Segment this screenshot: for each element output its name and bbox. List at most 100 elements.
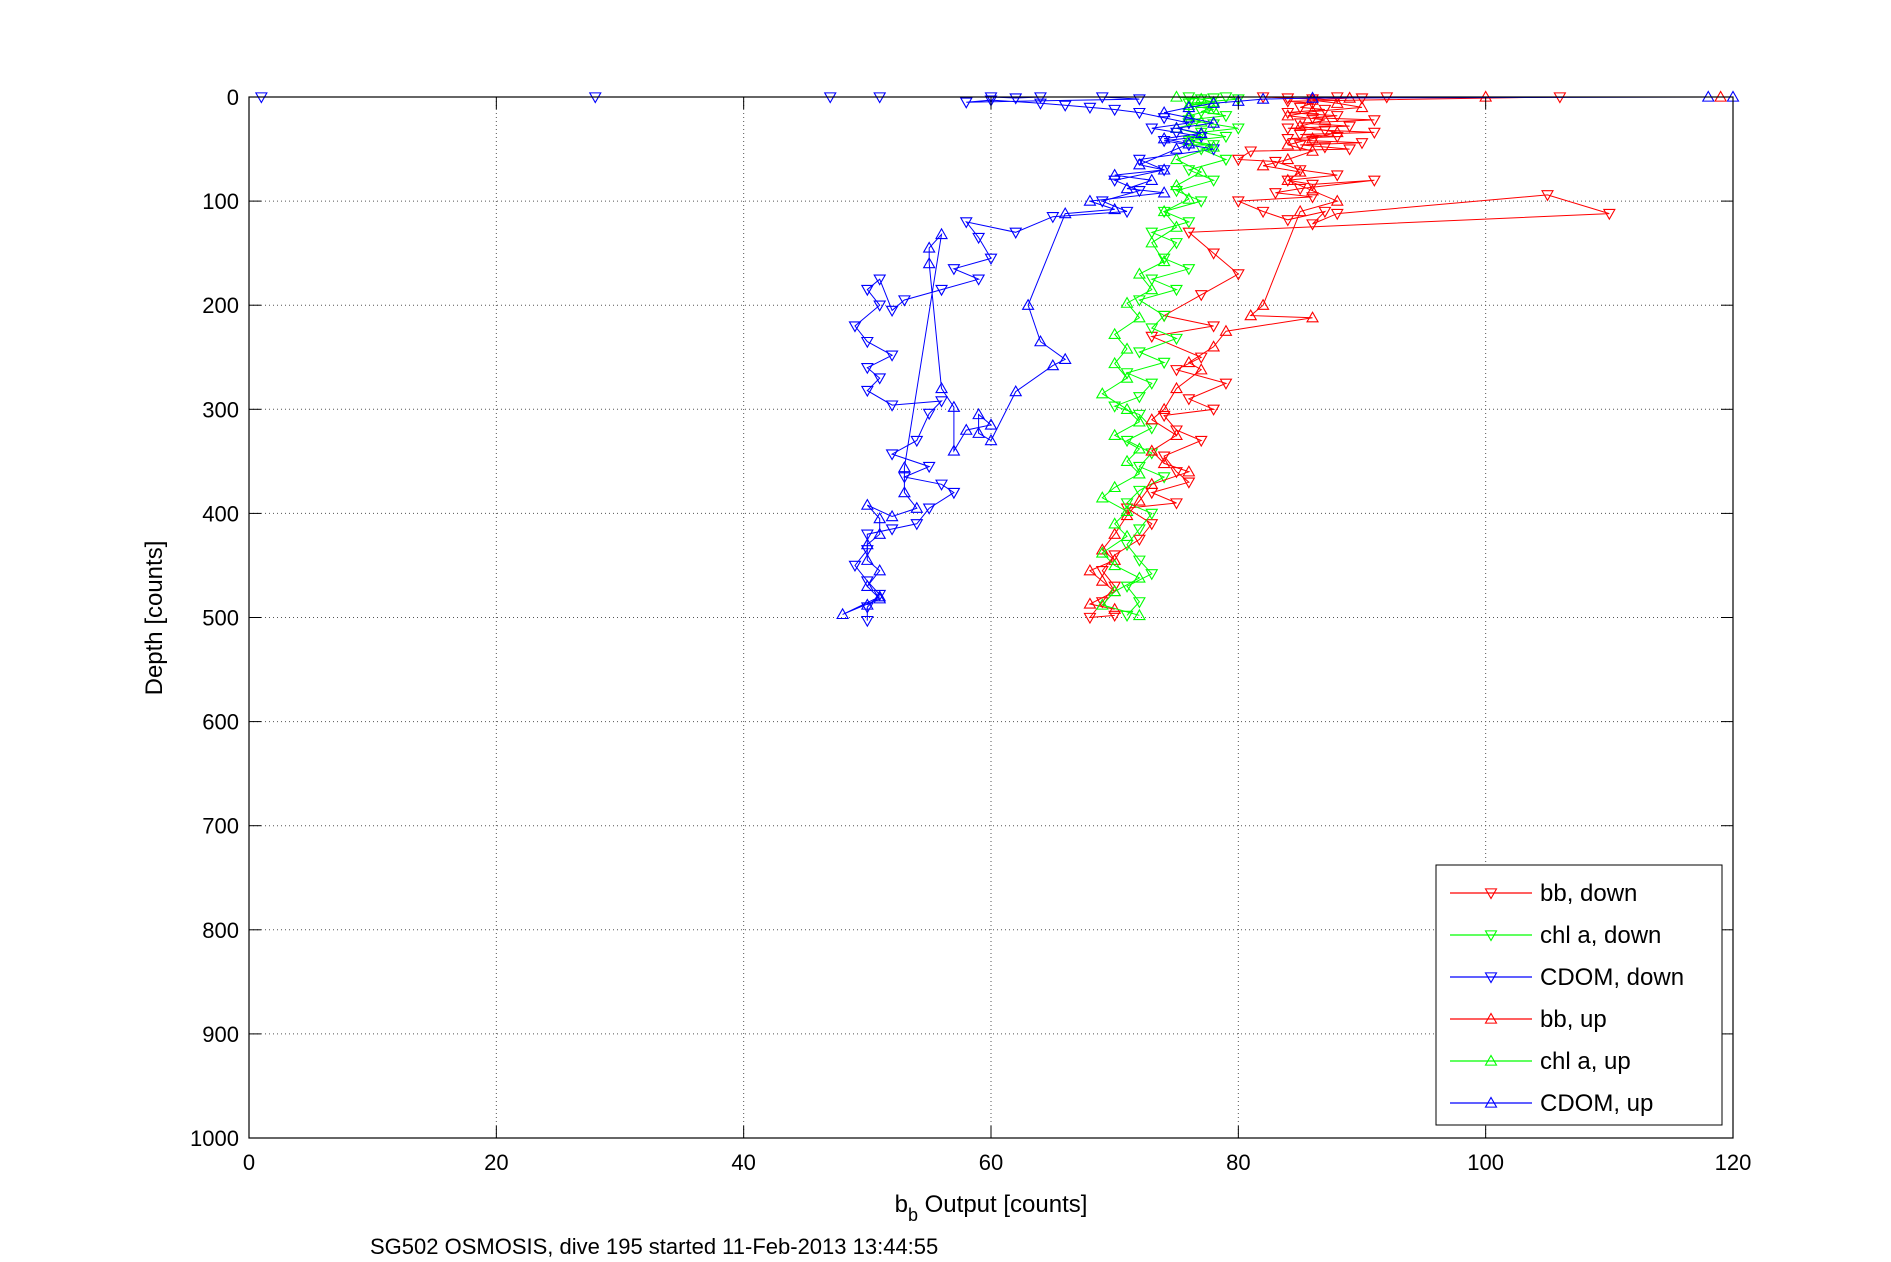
data-point	[1231, 196, 1245, 208]
data-point	[959, 423, 973, 435]
data-point	[922, 408, 936, 421]
data-point	[1095, 387, 1109, 399]
data-point	[1120, 581, 1134, 593]
data-point	[1108, 175, 1122, 187]
legend-marker	[1484, 1096, 1498, 1108]
data-point	[1095, 196, 1109, 208]
data-point	[1108, 327, 1122, 340]
data-point	[1330, 96, 1344, 108]
data-point	[1120, 503, 1134, 515]
data-point	[972, 426, 986, 438]
data-point	[1095, 491, 1109, 503]
data-point	[935, 227, 948, 240]
data-point	[1145, 123, 1159, 135]
data-point	[1182, 109, 1196, 121]
y-tick-label: 300	[202, 397, 239, 422]
y-axis-label: Depth [counts]	[141, 541, 168, 696]
data-point	[972, 232, 986, 245]
data-point	[1108, 581, 1122, 593]
data-point	[1281, 138, 1295, 150]
data-point	[1095, 543, 1109, 555]
data-point	[1219, 131, 1233, 144]
data-point	[1157, 456, 1171, 469]
data-point	[860, 576, 874, 588]
data-point	[1145, 477, 1159, 489]
data-point	[1132, 392, 1146, 404]
data-point	[1034, 98, 1047, 110]
data-point	[885, 449, 899, 461]
data-point	[1157, 204, 1171, 217]
data-point	[885, 350, 899, 362]
data-point	[1367, 175, 1381, 187]
data-point	[1701, 90, 1715, 102]
data-point	[873, 373, 887, 385]
y-tick-label: 0	[227, 85, 239, 110]
data-point	[860, 498, 874, 510]
data-point	[1132, 347, 1146, 359]
data-point	[1207, 175, 1221, 187]
data-point	[1343, 144, 1357, 156]
legend-label: bb, down	[1540, 880, 1637, 907]
data-point	[1207, 340, 1221, 352]
data-point	[1182, 137, 1196, 149]
series-line	[1088, 96, 1721, 610]
data-point	[1132, 94, 1146, 106]
data-point	[922, 256, 936, 269]
data-point	[1207, 404, 1221, 416]
data-point	[1219, 154, 1233, 167]
data-point	[922, 461, 936, 474]
data-point	[860, 385, 874, 398]
data-point	[860, 579, 874, 591]
legend-marker	[1484, 1054, 1498, 1066]
data-point	[1306, 144, 1319, 156]
data-point	[947, 264, 961, 276]
data-point	[1293, 119, 1307, 131]
data-point	[885, 400, 899, 412]
data-point	[897, 485, 911, 498]
x-tick-label: 0	[243, 1150, 255, 1175]
data-point	[1182, 465, 1196, 477]
data-point	[1714, 90, 1728, 102]
data-point	[1194, 126, 1208, 139]
data-point	[1170, 238, 1183, 250]
data-point	[1145, 378, 1159, 390]
data-point	[1132, 461, 1146, 474]
data-point	[1157, 310, 1171, 323]
data-point	[1207, 144, 1221, 156]
data-point	[848, 321, 862, 333]
data-point	[1182, 477, 1196, 489]
data-point	[588, 92, 602, 104]
data-point	[1306, 219, 1319, 231]
data-point	[1182, 134, 1196, 146]
data-point	[1207, 248, 1221, 260]
data-point	[885, 509, 899, 522]
data-point	[1095, 565, 1109, 578]
data-point	[1034, 92, 1047, 104]
data-point	[1306, 184, 1319, 196]
data-point	[873, 527, 887, 539]
data-point	[935, 381, 948, 394]
data-point	[1231, 154, 1245, 167]
data-point	[947, 400, 961, 412]
data-point	[1602, 208, 1616, 221]
data-point	[984, 92, 998, 104]
data-point	[1108, 553, 1122, 565]
data-point	[1281, 109, 1295, 121]
data-point	[1367, 127, 1381, 140]
data-point	[1194, 435, 1208, 448]
x-tick-label: 100	[1467, 1150, 1504, 1175]
data-point	[1083, 564, 1097, 576]
data-point	[1021, 298, 1035, 310]
data-point	[1281, 133, 1295, 146]
data-point	[1330, 111, 1344, 123]
data-point	[922, 503, 936, 515]
data-point	[873, 564, 887, 576]
data-point	[885, 305, 899, 318]
data-point	[984, 253, 998, 265]
data-point	[1170, 498, 1183, 510]
data-point	[1194, 352, 1208, 364]
data-point	[1355, 138, 1369, 150]
data-point	[1182, 192, 1196, 204]
data-point	[1132, 158, 1146, 170]
data-point	[1095, 92, 1109, 104]
